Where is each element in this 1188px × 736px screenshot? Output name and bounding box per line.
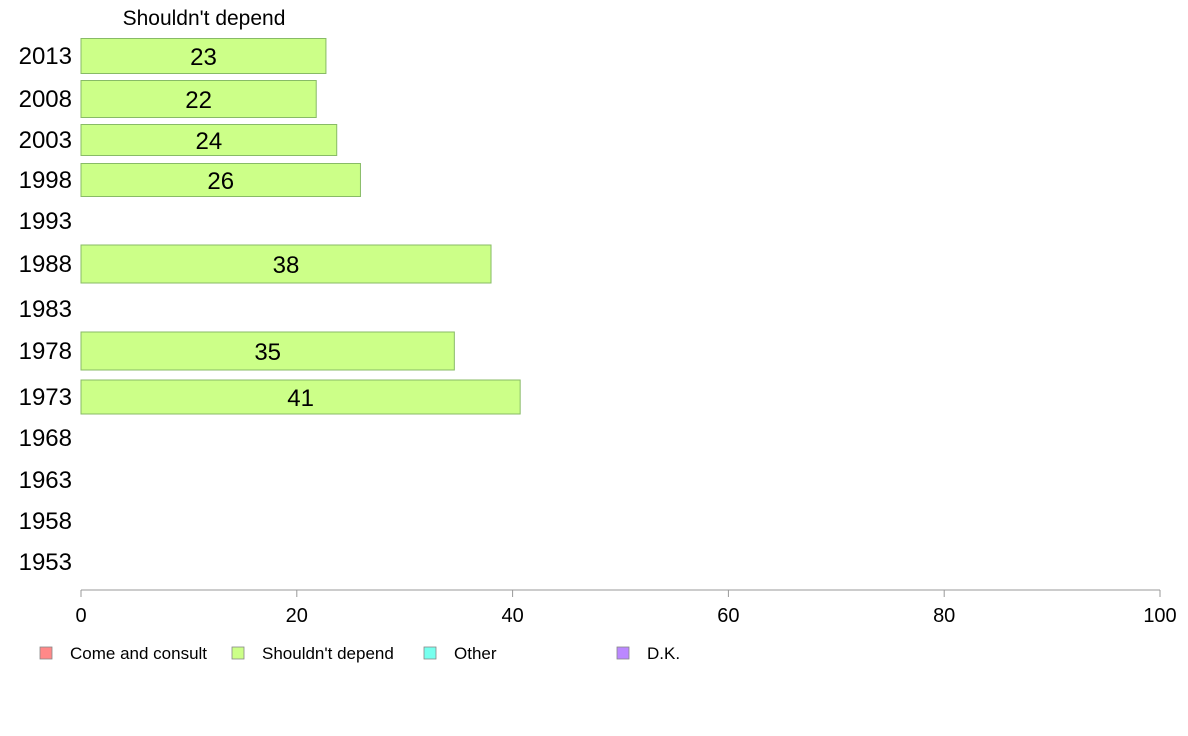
bar	[80, 163, 361, 197]
y-tick-label: 2013	[19, 43, 72, 70]
y-tick-label: 1993	[19, 208, 72, 235]
legend-label: Come and consult	[70, 644, 207, 663]
legend-swatch	[423, 646, 437, 660]
bar-value-label: 41	[287, 385, 314, 412]
legend-swatch	[231, 646, 245, 660]
y-tick-label: 1963	[19, 467, 72, 494]
bar	[80, 80, 317, 118]
y-tick-label: 1983	[19, 296, 72, 323]
y-tick-label: 1988	[19, 251, 72, 278]
legend-label: D.K.	[647, 644, 680, 663]
x-tick-label: 40	[501, 605, 523, 627]
bar	[80, 379, 521, 415]
y-tick-label: 2003	[19, 127, 72, 154]
bar-value-label: 24	[196, 128, 223, 155]
x-tick-label: 0	[75, 605, 86, 627]
bar-value-label: 38	[273, 252, 300, 279]
legend-label: Other	[454, 644, 497, 663]
x-tick-label: 60	[717, 605, 739, 627]
y-tick-label: 1968	[19, 425, 72, 452]
y-tick-label: 1998	[19, 167, 72, 194]
y-tick-label: 1978	[19, 338, 72, 365]
bar-value-label: 26	[207, 168, 234, 195]
bar	[80, 331, 455, 371]
x-axis: 0 20 40 60 80 100	[75, 589, 1177, 627]
bar-value-label: 35	[254, 339, 281, 366]
chart-title: Shouldn't depend	[123, 7, 286, 30]
bar-value-label: 22	[185, 87, 212, 114]
x-tick-label: 20	[286, 605, 308, 627]
y-tick-label: 1973	[19, 384, 72, 411]
y-tick-label: 1953	[19, 549, 72, 576]
legend-swatch	[39, 646, 53, 660]
bar	[80, 38, 327, 74]
legend: Come and consult Shouldn't depend Other D.K…	[39, 644, 680, 663]
x-tick-label: 100	[1143, 605, 1176, 627]
legend-swatch	[616, 646, 630, 660]
y-tick-label: 2008	[19, 86, 72, 113]
y-tick-label: 1958	[19, 508, 72, 535]
bar	[80, 124, 338, 156]
x-tick-label: 80	[933, 605, 955, 627]
bar-value-label: 23	[190, 44, 217, 71]
y-axis-labels: 2013 2008 2003 1998 1993 1988 1983 1978 1973 1968…	[19, 43, 72, 576]
legend-label: Shouldn't depend	[262, 644, 394, 663]
bar	[80, 244, 492, 284]
